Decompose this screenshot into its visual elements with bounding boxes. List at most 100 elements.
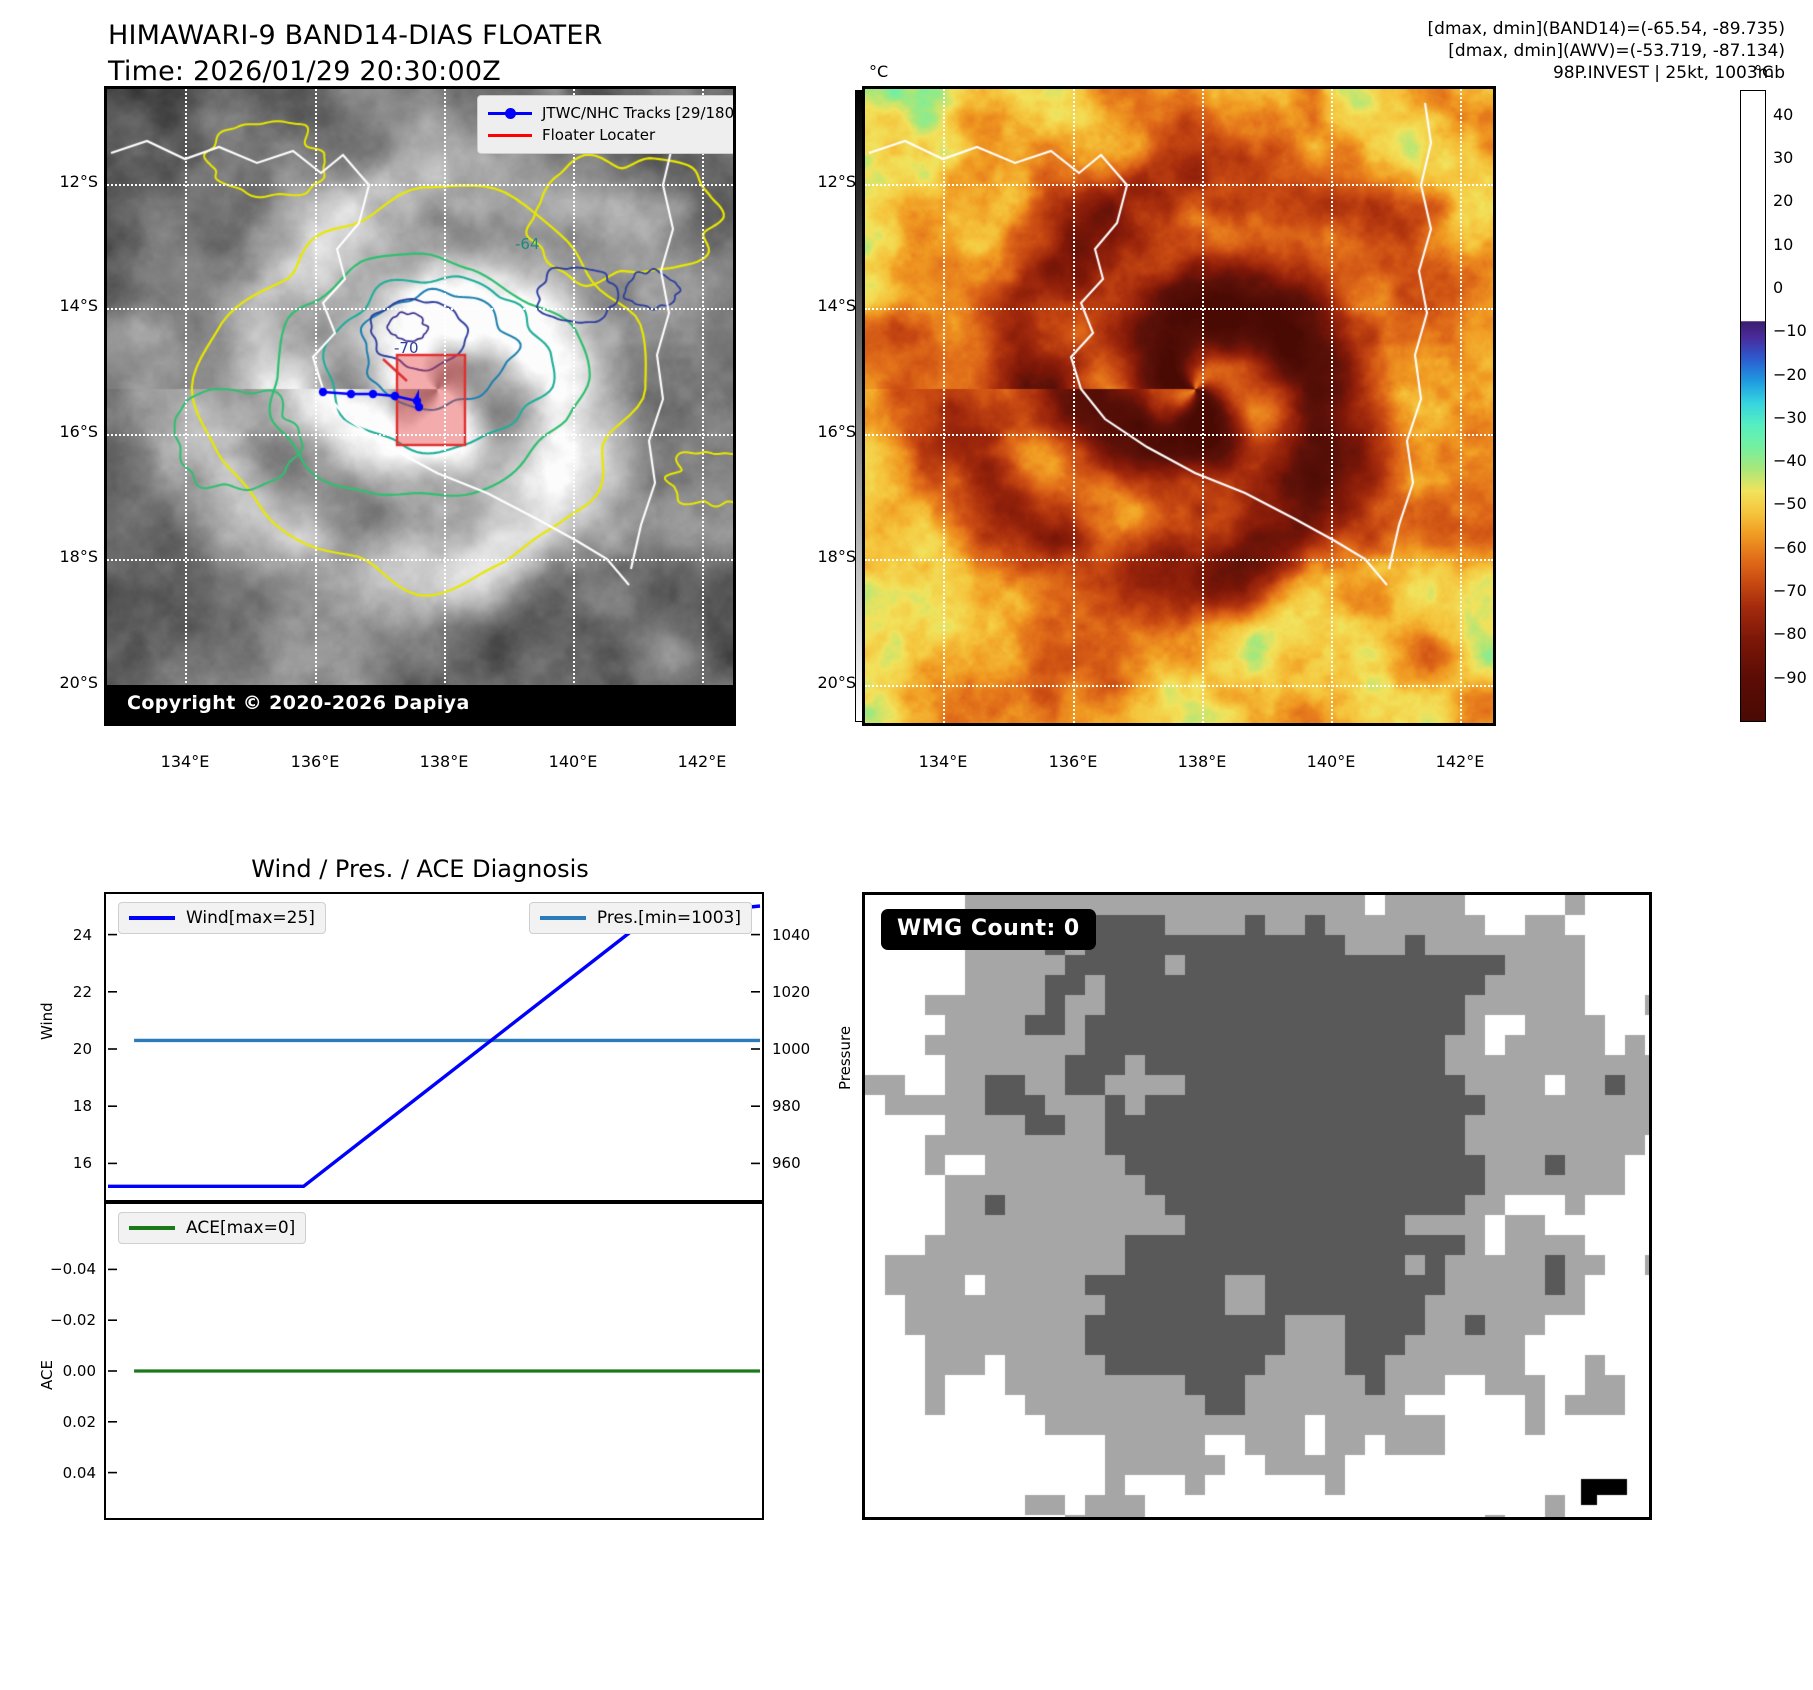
colorbar-tick-3: 10 (1773, 234, 1794, 254)
ir-panel-legend: JTWC/NHC Tracks [29/1800Z] Floater Locat… (477, 95, 735, 154)
colorbar-tick-10: −60 (1773, 537, 1807, 557)
page-title-block: HIMAWARI-9 BAND14-DIAS FLOATER Time: 202… (108, 18, 868, 90)
ir-imagery (107, 89, 733, 723)
awv-lat-label-3: 18°S (817, 547, 856, 566)
gridline-lat-12s (107, 184, 733, 186)
wind-pressure-plot-area (108, 904, 761, 1188)
awv-colorbar[interactable] (1740, 90, 1766, 722)
pressure-tick-1: 980 (772, 1097, 801, 1116)
awv-lon-label-3: 140°E (1306, 752, 1356, 771)
awv-lon-label-4: 142°E (1435, 752, 1485, 771)
contour-label-64: -64 (515, 235, 540, 253)
meta-storm-info: 98P.INVEST | 25kt, 1003mb (1552, 63, 1785, 83)
wind-legend-label: Wind[max=25] (186, 908, 315, 928)
page-title: HIMAWARI-9 BAND14-DIAS FLOATER (108, 20, 603, 51)
awv-gridline-lat-18s (865, 559, 1493, 561)
track-line-swatch-icon (488, 107, 532, 119)
legend-label-tracks: JTWC/NHC Tracks [29/1800Z] (542, 104, 735, 122)
colorbar-tick-13: −90 (1773, 667, 1807, 687)
awv-gridline-lat-16s (865, 434, 1493, 436)
wind-tick-3: 22 (72, 982, 92, 1001)
awv-gridline-lon-134e (943, 89, 945, 723)
awv-satellite-panel[interactable] (862, 86, 1496, 726)
awv-gridline-lon-142e (1460, 89, 1462, 723)
ace-chart[interactable]: ACE[max=0] (104, 1202, 764, 1520)
colorbar-tick-9: −50 (1773, 494, 1807, 514)
wind-tick-2: 20 (72, 1040, 92, 1058)
ace-tick-3: −0.02 (50, 1311, 96, 1330)
copyright-bar: Copyright © 2020-2026 Dapiya (107, 685, 733, 723)
ace-tick-1: 0.02 (62, 1412, 96, 1431)
ir-lat-label-1: 14°S (59, 296, 98, 315)
ir-lon-label-3: 140°E (548, 752, 598, 771)
pressure-axis-label: Pressure (836, 1025, 854, 1090)
ir-lat-label-4: 20°S (59, 673, 98, 692)
gridline-lon-138e (444, 89, 446, 723)
ace-tick-0: 0.04 (62, 1463, 96, 1482)
ir-lon-label-0: 134°E (160, 752, 210, 771)
colorbar-tick-8: −40 (1773, 451, 1807, 471)
page-timestamp: Time: 2026/01/29 20:30:00Z (108, 56, 501, 87)
legend-item-floater: Floater Locater (488, 124, 733, 146)
awv-lon-label-1: 136°E (1048, 752, 1098, 771)
pressure-tick-4: 1040 (772, 925, 811, 944)
floater-line-swatch-icon (488, 133, 532, 137)
ir-colorbar-unit: °C (869, 62, 889, 81)
wind-axis-label: Wind (38, 1002, 56, 1040)
pressure-series-swatch-icon (539, 916, 586, 920)
awv-imagery (865, 89, 1493, 723)
awv-gridline-lon-136e (1073, 89, 1075, 723)
ace-series-swatch-icon (129, 1226, 175, 1230)
pressure-tick-3: 1020 (772, 982, 811, 1001)
pressure-legend: Pres.[min=1003] (528, 902, 752, 934)
gridline-lat-18s (107, 559, 733, 561)
wind-pressure-chart[interactable]: Wind[max=25] Pres.[min=1003] (104, 892, 764, 1202)
diagnosis-title: Wind / Pres. / ACE Diagnosis (251, 855, 589, 883)
colorbar-tick-12: −80 (1773, 624, 1807, 644)
wind-tick-0: 16 (72, 1154, 92, 1173)
wmg-panel[interactable]: WMG Count: 0 (862, 892, 1652, 1520)
contour-label-70: -70 (394, 339, 419, 357)
metadata-block: [dmax, dmin](BAND14)=(-65.54, -89.735) [… (1428, 18, 1785, 84)
wind-legend: Wind[max=25] (118, 902, 326, 934)
colorbar-tick-0: 40 (1773, 104, 1794, 124)
meta-band14-range: [dmax, dmin](BAND14)=(-65.54, -89.735) (1427, 19, 1785, 39)
ir-lon-label-1: 136°E (290, 752, 340, 771)
gridline-lon-134e (185, 89, 187, 723)
colorbar-tick-2: 20 (1773, 191, 1794, 211)
meta-awv-range: [dmax, dmin](AWV)=(-53.719, -87.134) (1448, 41, 1785, 61)
wind-series-swatch-icon (129, 916, 175, 920)
awv-gridline-lat-12s (865, 184, 1493, 186)
awv-lat-label-1: 14°S (817, 296, 856, 315)
awv-gridline-lon-140e (1331, 89, 1333, 723)
colorbar-tick-4: 0 (1773, 277, 1784, 297)
ir-lon-label-2: 138°E (419, 752, 469, 771)
ace-axis-label: ACE (38, 1360, 56, 1390)
awv-lat-label-2: 16°S (817, 422, 856, 441)
ace-tick-2: 0.00 (62, 1362, 96, 1380)
gridline-lat-14s (107, 308, 733, 310)
colorbar-tick-7: −30 (1773, 407, 1807, 427)
ir-lon-label-4: 142°E (677, 752, 727, 771)
pressure-legend-label: Pres.[min=1003] (596, 908, 741, 928)
awv-lat-label-4: 20°S (817, 673, 856, 692)
ir-lat-label-2: 16°S (59, 422, 98, 441)
wmg-grid-imagery (865, 895, 1649, 1517)
ir-lat-label-0: 12°S (59, 172, 98, 191)
ace-plot-area (108, 1268, 760, 1474)
awv-lon-label-2: 138°E (1177, 752, 1227, 771)
legend-item-tracks: JTWC/NHC Tracks [29/1800Z] (488, 102, 735, 124)
ace-legend-label: ACE[max=0] (186, 1218, 296, 1238)
awv-gridline-lon-138e (1202, 89, 1204, 723)
gridline-lon-136e (315, 89, 317, 723)
awv-gridline-lat-20s (865, 685, 1493, 687)
awv-lon-label-0: 134°E (918, 752, 968, 771)
gridline-lon-142e (702, 89, 704, 723)
gridline-lon-140e (573, 89, 575, 723)
wind-tick-1: 18 (72, 1097, 92, 1116)
ir-satellite-panel[interactable]: JTWC/NHC Tracks [29/1800Z] Floater Locat… (104, 86, 736, 726)
wmg-count-badge: WMG Count: 0 (881, 909, 1096, 950)
pressure-tick-0: 960 (772, 1154, 801, 1173)
ace-tick-4: −0.04 (50, 1260, 96, 1279)
awv-colorbar-unit: °C (1754, 62, 1774, 81)
